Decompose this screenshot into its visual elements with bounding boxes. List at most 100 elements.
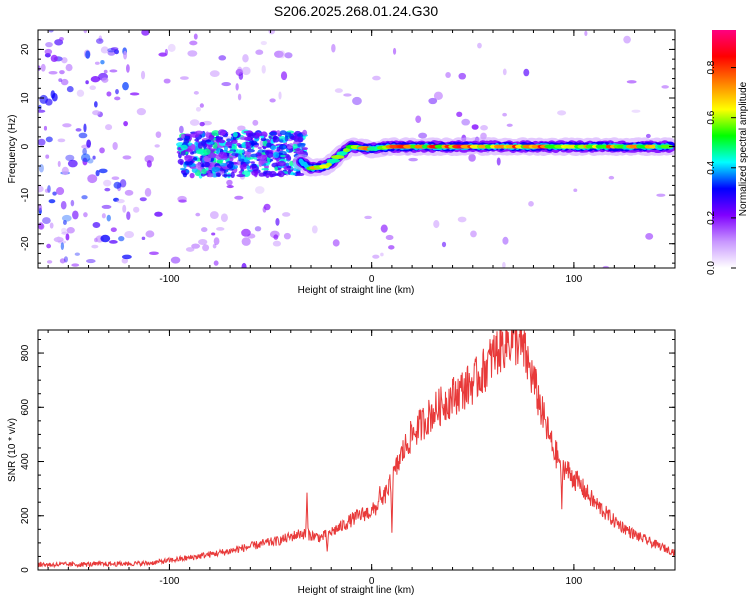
spectrogram-band-blob <box>217 129 227 136</box>
spectrogram-noise-blob <box>211 232 216 236</box>
spectrogram-noise-blob <box>48 30 54 33</box>
spectrogram-noise-blob <box>149 251 159 256</box>
spectrogram-band-blob <box>190 166 197 169</box>
spectrogram-noise-blob <box>480 125 488 131</box>
spectrogram-noise-blob <box>45 42 53 48</box>
spectrogram-band-blob <box>268 131 278 136</box>
spectrogram-noise-blob <box>392 47 397 55</box>
spectrogram-band-blob <box>184 160 193 166</box>
spectrogram-noise-blob <box>50 54 58 62</box>
spectrogram-noise-blob <box>145 230 155 238</box>
spectrogram-band-blob <box>236 174 246 178</box>
spectrogram-noise-blob <box>113 197 120 202</box>
spectrogram-band-blob <box>180 167 186 171</box>
spectrogram-band-blob <box>190 151 195 155</box>
spectrogram-band-blob <box>250 153 258 158</box>
spectrogram-noise-blob <box>114 96 121 101</box>
spectrogram-ridge-peak <box>336 151 348 156</box>
spectrogram-noise-blob <box>178 199 187 203</box>
spectrogram-noise-blob <box>195 212 201 217</box>
spectrogram-x-label: Height of straight line (km) <box>298 285 415 296</box>
spectrogram-band-blob <box>180 133 185 139</box>
spectrogram-noise-blob <box>502 236 509 245</box>
spectrogram-noise-blob <box>236 66 243 75</box>
spectrogram-noise-blob <box>242 54 249 63</box>
spectrogram-band-blob <box>223 145 228 152</box>
spectrogram-noise-blob <box>388 245 395 250</box>
spectrogram-band-blob <box>270 145 277 151</box>
snr-x-label: Height of straight line (km) <box>298 585 415 596</box>
spectrogram-band-blob <box>222 174 228 177</box>
spectrogram-noise-blob <box>110 47 119 51</box>
spectrogram-band-blob <box>276 146 281 152</box>
x-tick-label: -100 <box>159 576 179 587</box>
spectrogram-noise-blob <box>121 257 129 264</box>
spectrogram-noise-blob <box>42 217 51 225</box>
spectrogram-band-blob <box>266 151 274 158</box>
spectrogram-noise-blob <box>163 78 171 84</box>
spectrogram-noise-blob <box>193 91 199 95</box>
spectrogram-noise-blob <box>241 237 251 246</box>
spectrogram-band-blob <box>272 135 278 140</box>
spectrogram-band-blob <box>277 160 287 167</box>
spectrogram-noise-blob <box>247 233 256 239</box>
spectrogram-noise-blob <box>38 65 41 71</box>
spectrogram-noise-blob <box>52 191 57 196</box>
spectrogram-band-blob <box>247 132 257 136</box>
spectrogram-noise-blob <box>72 210 79 220</box>
spectrogram-noise-blob <box>496 157 501 166</box>
spectrogram-ridge-peak <box>330 154 345 159</box>
spectrogram-noise-blob <box>185 247 195 252</box>
spectrogram-noise-blob <box>608 175 615 180</box>
spectrogram-noise-blob <box>86 139 92 148</box>
spectrogram-noise-blob <box>189 40 198 46</box>
spectrogram-noise-blob <box>144 155 154 163</box>
spectrogram-noise-blob <box>61 166 69 176</box>
spectrogram-band-blob <box>265 172 270 178</box>
spectrogram-noise-blob <box>66 226 75 234</box>
spectrogram-noise-blob <box>94 237 98 243</box>
spectrogram-y-ticks: -20 -10 0 10 20 <box>20 29 675 264</box>
spectrogram-noise-blob <box>38 204 43 212</box>
spectrogram-noise-blob <box>237 93 242 101</box>
spectrogram-noise-blob <box>456 111 463 118</box>
spectrogram-noise-blob <box>218 55 227 61</box>
spectrogram-noise-blob <box>433 91 443 101</box>
spectrogram-band-blob <box>297 136 304 143</box>
spectrogram-noise-blob <box>62 123 72 128</box>
spectrogram-noise-blob <box>445 71 451 79</box>
spectrogram-band-blob <box>276 130 281 135</box>
spectrogram-noise-blob <box>119 179 127 188</box>
spectrogram-noise-blob <box>107 50 116 56</box>
spectrogram-noise-blob <box>44 48 53 55</box>
spectrogram-band-blob <box>260 135 265 139</box>
spectrogram-noise-blob <box>209 211 219 219</box>
spectrogram-band-blob <box>195 163 202 168</box>
spectrogram-noise-blob <box>94 61 100 65</box>
spectrogram-band-blob <box>230 171 235 179</box>
spectrogram-noise-blob <box>645 233 654 240</box>
spectrogram-noise-blob <box>279 50 286 59</box>
spectrogram-band-blob <box>177 158 184 165</box>
spectrogram-noise-blob <box>124 189 134 196</box>
snr-frame <box>37 329 676 571</box>
spectrogram-noise-blob <box>441 241 447 248</box>
spectrogram-noise-blob <box>100 234 111 243</box>
spectrogram-band-blob <box>258 160 263 167</box>
spectrogram-noise-blob <box>38 163 44 173</box>
spectrogram-noise-blob <box>92 110 101 116</box>
spectrogram-noise-blob <box>523 68 530 77</box>
spectrogram-noise-blob <box>226 179 233 186</box>
spectrogram-band-blob <box>262 140 268 147</box>
spectrogram-band-blob <box>250 161 255 164</box>
spectrogram-band-blob <box>273 151 280 159</box>
spectrogram-band-blob <box>296 151 305 155</box>
spectrogram-noise-blob <box>199 103 204 108</box>
spectrogram-noise-blob <box>126 64 130 73</box>
spectrogram-noise-blob <box>129 92 140 96</box>
spectrogram-noise-blob <box>109 69 118 73</box>
spectrogram-noise-blob <box>123 121 128 127</box>
spectrogram-noise-blob <box>105 124 113 131</box>
spectrogram-noise-blob <box>254 226 262 232</box>
snr-y-ticks: 0 200 400 600 800 <box>20 338 675 573</box>
